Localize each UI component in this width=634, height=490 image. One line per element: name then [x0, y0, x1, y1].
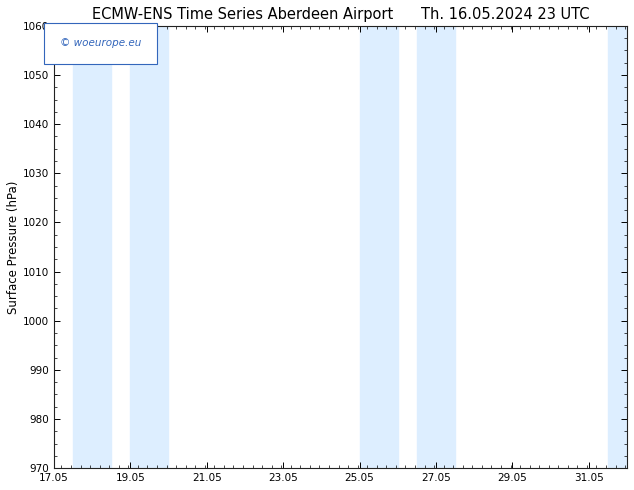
- Title: ECMW-ENS Time Series Aberdeen Airport      Th. 16.05.2024 23 UTC: ECMW-ENS Time Series Aberdeen Airport Th…: [92, 7, 589, 22]
- Bar: [359, 26, 398, 468]
- Bar: [417, 26, 455, 468]
- Text: © woeurope.eu: © woeurope.eu: [60, 38, 141, 48]
- Y-axis label: Surface Pressure (hPa): Surface Pressure (hPa): [7, 180, 20, 314]
- Bar: [130, 26, 169, 468]
- Bar: [608, 26, 634, 468]
- Bar: [73, 26, 111, 468]
